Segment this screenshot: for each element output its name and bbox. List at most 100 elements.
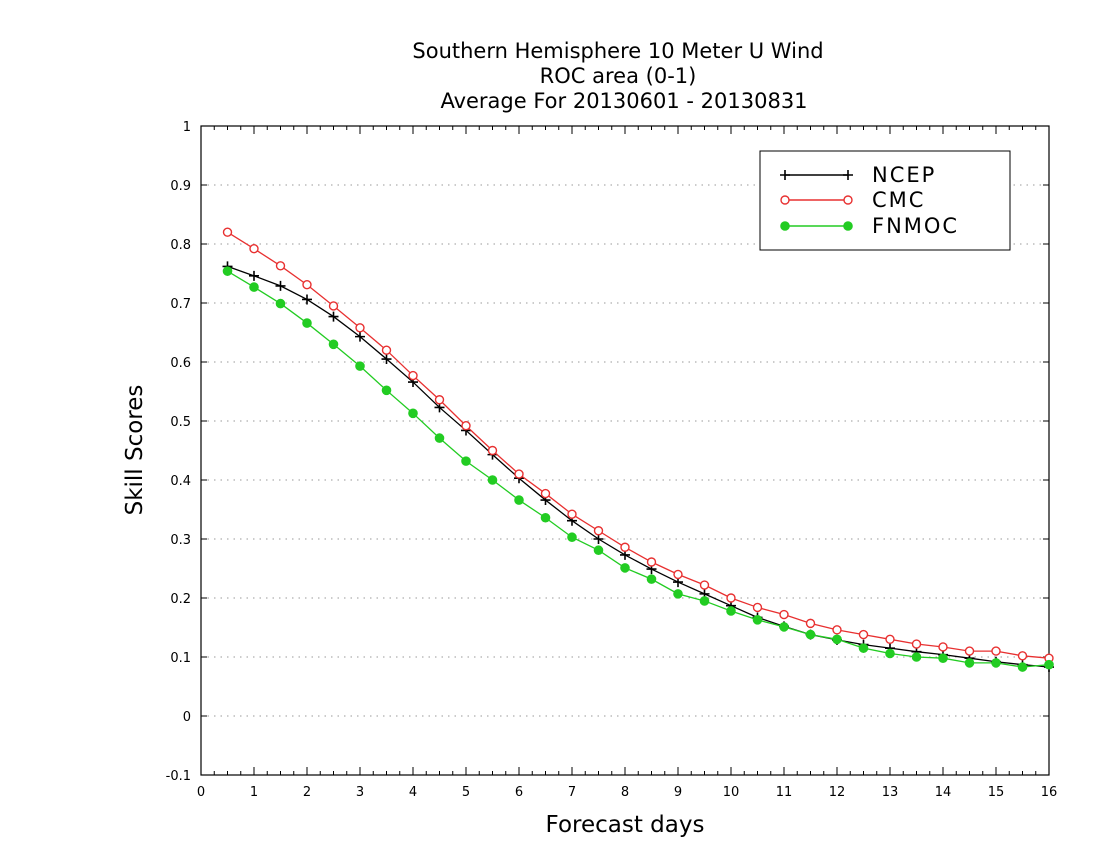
x-tick-label: 12 bbox=[829, 785, 846, 800]
data-point-fnmoc bbox=[222, 266, 233, 276]
data-point-fnmoc bbox=[408, 408, 418, 419]
x-tick-label: 16 bbox=[1041, 785, 1058, 800]
data-point-cmc bbox=[567, 509, 577, 519]
series-line-ncep bbox=[227, 265, 1050, 668]
y-tick-label: 0.4 bbox=[170, 474, 191, 489]
data-point-cmc bbox=[434, 395, 445, 405]
gridlines bbox=[201, 184, 1049, 717]
x-tick-label: 14 bbox=[935, 785, 952, 800]
data-point-fnmoc bbox=[434, 433, 445, 443]
data-point-ncep bbox=[381, 354, 392, 365]
data-point-cmc bbox=[381, 345, 392, 355]
legend-label-ncep: NCEP bbox=[872, 163, 936, 187]
data-point-fnmoc bbox=[805, 629, 816, 640]
data-point-cmc bbox=[646, 557, 657, 567]
data-point-cmc bbox=[408, 370, 418, 381]
y-axis-label: Skill Scores bbox=[122, 385, 148, 516]
data-point-cmc bbox=[355, 323, 365, 333]
data-point-fnmoc bbox=[1044, 659, 1054, 670]
axis-ticks: -0.100.10.20.30.40.50.60.70.80.910 1 2 3 4 5 6… bbox=[166, 120, 1058, 800]
data-point-fnmoc bbox=[699, 596, 710, 606]
y-tick-label: -0.1 bbox=[166, 769, 191, 784]
data-point-cmc bbox=[620, 542, 630, 552]
data-point-fnmoc bbox=[673, 589, 683, 599]
legend-marker-fnmoc bbox=[780, 221, 790, 231]
x-tick-label: 8 bbox=[621, 785, 629, 800]
legend-label-cmc: CMC bbox=[872, 188, 925, 212]
y-tick-label: 1 bbox=[183, 120, 191, 135]
data-point-fnmoc bbox=[461, 456, 471, 466]
plot-frame bbox=[200, 125, 1050, 776]
series-line-cmc bbox=[227, 231, 1050, 659]
data-point-cmc bbox=[487, 445, 498, 456]
data-point-fnmoc bbox=[964, 658, 975, 668]
data-point-cmc bbox=[964, 646, 975, 656]
legend-entry-fnmoc: FNMOC bbox=[780, 214, 959, 238]
data-point-fnmoc bbox=[302, 318, 312, 328]
x-tick-label: 15 bbox=[988, 785, 1005, 800]
data-point-cmc bbox=[991, 646, 1001, 656]
data-point-fnmoc bbox=[726, 606, 736, 616]
data-point-fnmoc bbox=[885, 648, 895, 659]
data-point-cmc bbox=[540, 488, 551, 499]
x-tick-label: 7 bbox=[568, 785, 576, 800]
data-point-cmc bbox=[726, 593, 736, 603]
y-tick-label: 0.6 bbox=[170, 356, 191, 371]
data-point-cmc bbox=[461, 421, 471, 431]
data-point-fnmoc bbox=[779, 622, 789, 632]
x-tick-label: 0 bbox=[197, 785, 205, 800]
series-fnmoc bbox=[222, 266, 1054, 672]
data-point-fnmoc bbox=[911, 652, 922, 662]
data-point-fnmoc bbox=[249, 282, 259, 292]
legend-label-fnmoc: FNMOC bbox=[872, 214, 959, 238]
data-point-ncep bbox=[593, 534, 604, 544]
x-tick-label: 2 bbox=[303, 785, 311, 800]
x-tick-label: 11 bbox=[776, 785, 793, 800]
x-tick-label: 9 bbox=[674, 785, 682, 800]
data-point-cmc bbox=[302, 280, 312, 290]
data-point-ncep bbox=[328, 311, 339, 322]
x-tick-label: 3 bbox=[356, 785, 364, 800]
data-point-fnmoc bbox=[355, 361, 365, 371]
data-point-cmc bbox=[885, 634, 895, 644]
series-ncep bbox=[222, 261, 1054, 673]
data-point-cmc bbox=[514, 469, 524, 479]
chart-title-line-3: Average For 20130601 - 20130831 bbox=[440, 89, 807, 113]
series-line-fnmoc bbox=[227, 270, 1050, 668]
data-point-fnmoc bbox=[567, 532, 577, 543]
legend-marker-ncep bbox=[843, 170, 853, 180]
legend-marker-cmc bbox=[780, 195, 790, 205]
x-tick-label: 5 bbox=[462, 785, 470, 800]
y-tick-label: 0 bbox=[183, 710, 191, 725]
data-point-fnmoc bbox=[487, 475, 498, 485]
data-point-cmc bbox=[249, 244, 259, 254]
chart-title-line-2: ROC area (0-1) bbox=[540, 64, 697, 88]
data-point-cmc bbox=[699, 580, 710, 590]
data-point-cmc bbox=[832, 625, 842, 635]
data-point-cmc bbox=[328, 301, 339, 311]
x-tick-label: 6 bbox=[515, 785, 523, 800]
data-point-fnmoc bbox=[858, 643, 869, 653]
data-point-cmc bbox=[938, 642, 948, 652]
data-point-fnmoc bbox=[832, 634, 842, 645]
y-tick-label: 0.8 bbox=[170, 238, 191, 253]
data-point-fnmoc bbox=[593, 545, 604, 556]
data-point-fnmoc bbox=[1017, 662, 1028, 672]
legend-marker-ncep bbox=[780, 170, 790, 180]
y-tick-label: 0.5 bbox=[170, 415, 191, 430]
series-cmc bbox=[222, 227, 1054, 663]
data-point-fnmoc bbox=[620, 563, 630, 573]
series-layer bbox=[222, 227, 1054, 673]
y-tick-label: 0.2 bbox=[170, 592, 191, 607]
legend-marker-cmc bbox=[843, 195, 853, 205]
y-tick-label: 0.3 bbox=[170, 533, 191, 548]
x-tick-label: 13 bbox=[882, 785, 899, 800]
data-point-cmc bbox=[1017, 651, 1028, 661]
data-point-cmc bbox=[275, 261, 286, 271]
data-point-fnmoc bbox=[646, 574, 657, 584]
x-tick-label: 4 bbox=[409, 785, 417, 800]
data-point-cmc bbox=[593, 526, 604, 536]
data-point-cmc bbox=[779, 609, 789, 620]
